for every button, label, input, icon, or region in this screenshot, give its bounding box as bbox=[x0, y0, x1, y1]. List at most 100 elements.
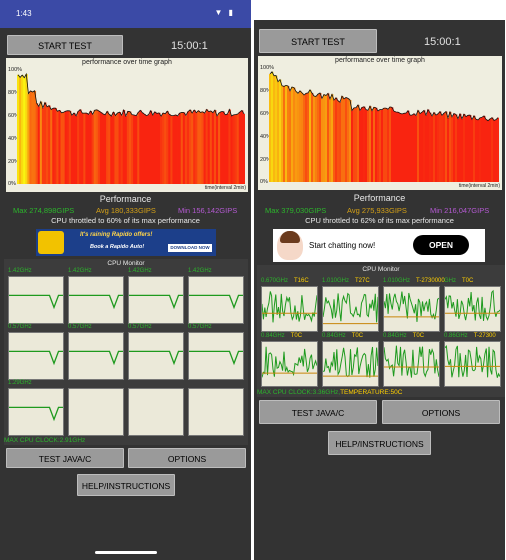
graph-bar bbox=[56, 111, 59, 184]
core-temperature: T0C bbox=[290, 333, 303, 339]
graph-bar bbox=[335, 97, 338, 182]
graph-bar bbox=[409, 115, 412, 182]
ad-download-button[interactable]: DOWNLOAD NOW bbox=[168, 244, 212, 252]
right-phone-screen: START TEST 15:00:1 performance over time… bbox=[254, 20, 505, 560]
graph-bar bbox=[379, 109, 382, 182]
graph-bar bbox=[54, 107, 57, 184]
core-frequency: 1.010GHz bbox=[322, 278, 350, 284]
ad-banner[interactable]: Start chatting now! OPEN bbox=[273, 229, 485, 262]
status-bar: 1:43 ▼ ▮ bbox=[0, 0, 251, 28]
graph-bar bbox=[471, 119, 474, 182]
graph-bar bbox=[147, 114, 151, 184]
graph-svg bbox=[17, 72, 245, 184]
graph-bar bbox=[463, 114, 466, 182]
graph-bar bbox=[405, 112, 408, 182]
timer: 15:00:1 bbox=[171, 40, 208, 52]
graph-bar bbox=[52, 108, 55, 184]
graph-bar bbox=[174, 114, 177, 184]
graph-bar bbox=[79, 109, 82, 184]
start-test-button[interactable]: START TEST bbox=[259, 29, 377, 53]
graph-bar bbox=[189, 109, 192, 184]
graph-bar bbox=[228, 109, 231, 184]
rapido-logo-icon bbox=[38, 231, 64, 254]
graph-bar bbox=[199, 112, 202, 184]
ad-text: Start chatting now! bbox=[309, 241, 376, 250]
graph-bar bbox=[381, 109, 384, 182]
graph-bar bbox=[283, 86, 286, 182]
graph-bar bbox=[359, 110, 362, 182]
graph-bar bbox=[353, 107, 356, 182]
graph-bar bbox=[101, 113, 105, 184]
max-cpu-clock: MAX CPU CLOCK:3.36GHz, bbox=[257, 389, 341, 396]
graph-bar bbox=[41, 107, 45, 184]
cpu-monitor: CPU Monitor 1.42GHz 1.42GHz 1.42GHz 1.42GHz… bbox=[4, 259, 248, 445]
graph-bar bbox=[311, 92, 314, 182]
y-tick: 0% bbox=[8, 181, 16, 187]
graph-bar bbox=[331, 94, 334, 182]
graph-bar bbox=[48, 105, 51, 184]
graph-bar bbox=[151, 115, 155, 184]
graph-bar bbox=[236, 114, 240, 184]
test-java-c-button[interactable]: TEST JAVA/C bbox=[259, 400, 377, 424]
cpu-core-label: GHz T0C bbox=[444, 278, 473, 284]
graph-bar bbox=[453, 113, 456, 182]
cpu-core-graph bbox=[188, 276, 244, 324]
graph-bar bbox=[172, 115, 175, 184]
graph-bar bbox=[135, 115, 138, 184]
cpu-core-graph bbox=[322, 341, 379, 387]
graph-bar bbox=[309, 89, 312, 182]
graph-bar bbox=[166, 111, 169, 184]
cpu-core-label: 0.57GHz bbox=[188, 324, 212, 330]
graph-bar bbox=[128, 111, 132, 184]
graph-bar bbox=[413, 113, 416, 182]
y-tick: 80% bbox=[260, 88, 272, 94]
cpu-core-graph bbox=[383, 286, 440, 332]
start-test-button[interactable]: START TEST bbox=[7, 35, 123, 55]
graph-bar bbox=[417, 110, 420, 182]
options-button[interactable]: OPTIONS bbox=[382, 400, 500, 424]
graph-bar bbox=[433, 112, 436, 182]
graph-bar bbox=[27, 93, 30, 184]
graph-bar bbox=[99, 112, 103, 184]
graph-bar bbox=[133, 114, 136, 184]
graph-bar bbox=[160, 116, 163, 184]
graph-bar bbox=[457, 118, 460, 182]
graph-bar bbox=[77, 111, 80, 184]
graph-bar bbox=[37, 106, 41, 184]
graph-bar bbox=[407, 110, 410, 182]
graph-bar bbox=[240, 110, 244, 184]
graph-bar bbox=[205, 109, 209, 184]
ad-open-button[interactable]: OPEN bbox=[413, 235, 469, 255]
cpu-core-label: 0.84GHz T0C bbox=[383, 333, 424, 339]
help-instructions-button[interactable]: HELP/INSTRUCTIONS bbox=[77, 474, 175, 496]
graph-bar bbox=[481, 117, 484, 182]
cpu-monitor-title: CPU Monitor bbox=[107, 260, 145, 267]
graph-bar bbox=[441, 115, 444, 182]
ad-banner[interactable]: It's raining Rapido offers! Book a Rapid… bbox=[36, 229, 216, 256]
y-tick: 60% bbox=[8, 113, 20, 119]
graph-bar bbox=[176, 115, 180, 184]
graph-bar bbox=[401, 114, 404, 182]
performance-graph: performance over time graph 100% 80% 60%… bbox=[258, 56, 502, 190]
graph-bar bbox=[118, 112, 122, 184]
core-temperature: T0C bbox=[351, 333, 364, 339]
options-button[interactable]: OPTIONS bbox=[128, 448, 246, 468]
graph-bar bbox=[31, 92, 34, 184]
graph-bar bbox=[449, 111, 452, 182]
graph-bar bbox=[162, 113, 165, 184]
graph-bar bbox=[95, 109, 99, 184]
help-instructions-button[interactable]: HELP/INSTRUCTIONS bbox=[328, 431, 431, 455]
graph-bar bbox=[459, 113, 462, 182]
graph-bar bbox=[218, 112, 221, 184]
graph-bar bbox=[299, 90, 302, 182]
performance-line bbox=[17, 72, 245, 118]
test-java-c-button[interactable]: TEST JAVA/C bbox=[6, 448, 124, 468]
core-frequency: 0.84GHz bbox=[261, 333, 285, 339]
wifi-battery-icon: ▼ ▮ bbox=[214, 8, 235, 17]
timer: 15:00:1 bbox=[424, 36, 461, 48]
graph-bar bbox=[351, 110, 354, 182]
graph-bar bbox=[319, 93, 322, 182]
core-temperature: T16C bbox=[294, 278, 309, 284]
gesture-nav-bar[interactable] bbox=[95, 551, 157, 554]
graph-xlabel: time(interval 2min) bbox=[458, 183, 500, 189]
